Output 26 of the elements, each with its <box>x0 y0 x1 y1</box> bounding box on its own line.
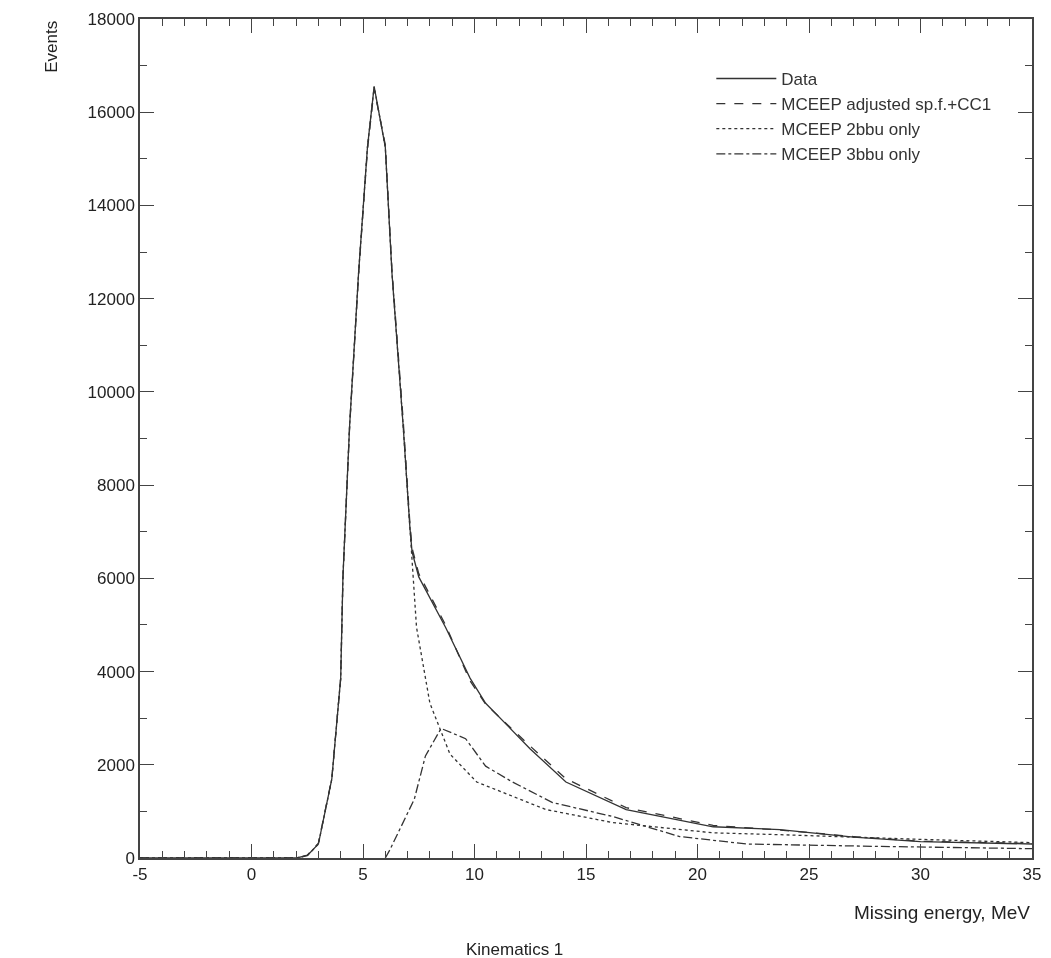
y-tick-label: 10000 <box>87 382 135 402</box>
y-tick-label: 2000 <box>97 755 135 775</box>
x-tick-label: 0 <box>246 865 257 885</box>
x-tick-label: -5 <box>132 865 148 885</box>
y-axis-title: Events <box>41 20 61 73</box>
x-tick-label: 35 <box>1022 865 1042 885</box>
legend-label: MCEEP adjusted sp.f.+CC1 <box>781 95 992 115</box>
y-tick-label: 16000 <box>87 103 135 123</box>
y-tick-label: 18000 <box>87 9 135 29</box>
x-axis-title: Missing energy, MeV <box>854 902 1031 923</box>
legend-label: Data <box>781 70 818 90</box>
y-tick-label: 4000 <box>97 662 135 682</box>
y-tick-label: 14000 <box>87 196 135 216</box>
y-tick-label: 0 <box>125 848 135 868</box>
x-tick-label: 5 <box>358 865 368 885</box>
text: Kinematics 1 <box>466 940 564 958</box>
x-tick-label: 15 <box>576 865 596 885</box>
x-tick-label: 25 <box>799 865 819 885</box>
y-tick-label: 12000 <box>87 289 135 309</box>
x-tick-label: 30 <box>911 865 930 885</box>
legend-label: MCEEP 3bbu only <box>781 145 921 165</box>
y-tick-label: 8000 <box>97 476 135 496</box>
x-tick-label: 10 <box>465 865 484 885</box>
legend-label: MCEEP 2bbu only <box>781 120 921 140</box>
y-tick-label: 6000 <box>97 569 135 589</box>
x-tick-label: 20 <box>688 865 707 885</box>
